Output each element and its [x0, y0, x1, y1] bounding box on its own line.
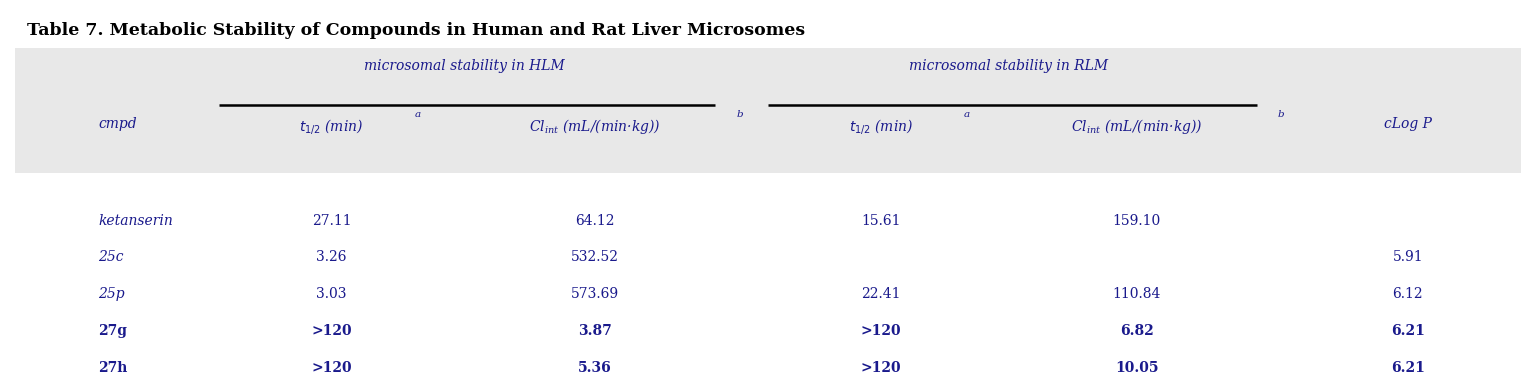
Text: cmpd: cmpd	[98, 117, 137, 131]
Text: 6.12: 6.12	[1393, 287, 1422, 301]
Text: 532.52: 532.52	[571, 251, 619, 264]
Text: 5.36: 5.36	[578, 361, 611, 375]
Text: 6.82: 6.82	[1120, 324, 1154, 338]
Text: microsomal stability in HLM: microsomal stability in HLM	[364, 59, 564, 73]
Text: 15.61: 15.61	[862, 214, 900, 228]
Text: Cl$_{\mathregular{int}}$ (mL/(min·kg)): Cl$_{\mathregular{int}}$ (mL/(min·kg))	[1071, 117, 1203, 136]
Text: 3.87: 3.87	[578, 324, 611, 338]
Text: microsomal stability in RLM: microsomal stability in RLM	[909, 59, 1109, 73]
Text: 64.12: 64.12	[574, 214, 614, 228]
Text: 6.21: 6.21	[1390, 324, 1425, 338]
Text: 110.84: 110.84	[1112, 287, 1161, 301]
Text: 25c: 25c	[98, 251, 124, 264]
Text: b: b	[736, 110, 743, 119]
Text: cLog P: cLog P	[1384, 117, 1432, 131]
Text: b: b	[1278, 110, 1284, 119]
Text: >120: >120	[312, 324, 352, 338]
Text: $t_{1/2}$ (min): $t_{1/2}$ (min)	[300, 117, 364, 136]
Text: 3.03: 3.03	[316, 287, 347, 301]
Text: $t_{1/2}$ (min): $t_{1/2}$ (min)	[849, 117, 912, 136]
Text: ketanserin: ketanserin	[98, 214, 174, 228]
Text: a: a	[963, 110, 969, 119]
Text: >120: >120	[860, 361, 902, 375]
Text: a: a	[415, 110, 421, 119]
Text: 27g: 27g	[98, 324, 127, 338]
Text: 6.21: 6.21	[1390, 361, 1425, 375]
FancyBboxPatch shape	[15, 49, 1521, 173]
Text: 22.41: 22.41	[862, 287, 900, 301]
Text: Cl$_{\mathregular{int}}$ (mL/(min·kg)): Cl$_{\mathregular{int}}$ (mL/(min·kg))	[528, 117, 660, 136]
Text: Table 7. Metabolic Stability of Compounds in Human and Rat Liver Microsomes: Table 7. Metabolic Stability of Compound…	[28, 22, 805, 39]
Text: >120: >120	[312, 361, 352, 375]
Text: 159.10: 159.10	[1112, 214, 1161, 228]
Text: 573.69: 573.69	[571, 287, 619, 301]
Text: 27.11: 27.11	[312, 214, 352, 228]
Text: 5.91: 5.91	[1393, 251, 1422, 264]
Text: 3.26: 3.26	[316, 251, 347, 264]
Text: 10.05: 10.05	[1115, 361, 1158, 375]
Text: 27h: 27h	[98, 361, 127, 375]
Text: 25p: 25p	[98, 287, 124, 301]
Text: >120: >120	[860, 324, 902, 338]
